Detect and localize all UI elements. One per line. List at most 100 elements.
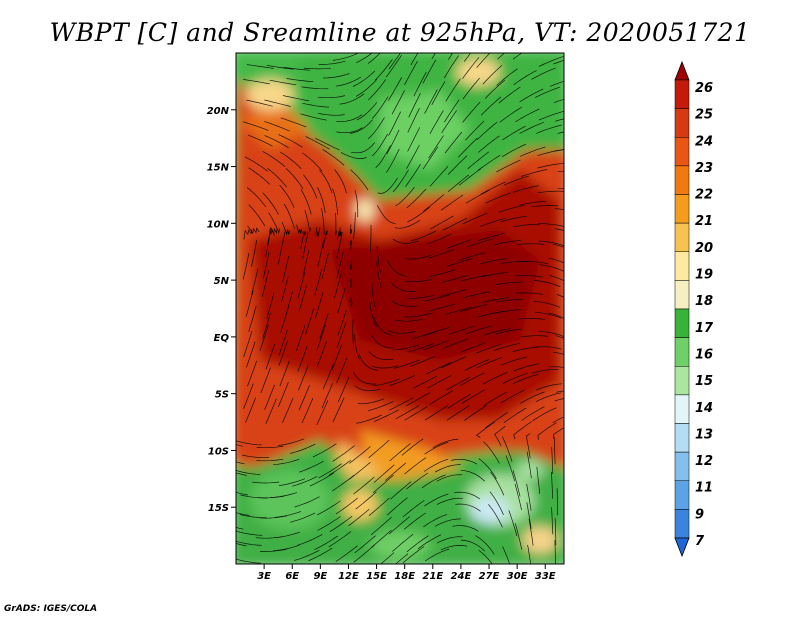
streamline <box>262 192 279 215</box>
streamline <box>246 64 274 69</box>
streamline <box>262 151 286 167</box>
streamline <box>265 230 272 258</box>
streamline <box>519 200 547 206</box>
x-tick-label: 24E <box>451 571 472 582</box>
streamline <box>278 438 305 446</box>
streamline <box>521 169 548 177</box>
streamline <box>322 230 328 249</box>
streamline <box>494 309 522 314</box>
streamline <box>413 71 427 97</box>
streamline <box>303 67 331 70</box>
streamline <box>283 66 311 71</box>
streamline <box>297 346 308 372</box>
streamline <box>239 514 267 519</box>
streamline <box>371 282 377 310</box>
streamline <box>251 268 259 295</box>
streamline <box>314 268 323 296</box>
streamline <box>429 269 456 277</box>
colorbar-label: 21 <box>695 214 713 229</box>
streamline <box>286 78 314 83</box>
streamline <box>519 146 546 157</box>
streamline <box>260 515 288 519</box>
streamline <box>278 478 306 486</box>
streamline <box>309 472 334 487</box>
streamline <box>274 511 301 518</box>
streamline <box>493 342 521 351</box>
streamline <box>480 217 506 227</box>
streamline <box>423 458 449 472</box>
streamline <box>350 169 369 191</box>
colorbar-label: 11 <box>695 481 713 496</box>
streamline <box>404 457 427 475</box>
streamline <box>498 204 525 213</box>
colorbar-label: 23 <box>695 161 713 176</box>
streamline <box>538 110 564 121</box>
streamline <box>500 215 528 223</box>
streamline <box>502 546 511 564</box>
streamline <box>353 372 377 385</box>
streamline <box>395 186 415 207</box>
colorbar-label: 17 <box>695 321 714 336</box>
streamline <box>446 258 473 267</box>
streamline <box>317 240 325 267</box>
streamline <box>454 491 480 500</box>
streamline <box>392 238 419 244</box>
streamline <box>465 120 485 141</box>
streamline <box>481 271 508 278</box>
streamline <box>351 142 375 154</box>
streamline <box>444 131 463 154</box>
streamline <box>390 282 416 292</box>
streamline <box>242 253 250 280</box>
colorbar-top-arrow <box>674 60 690 81</box>
colorbar-swatch <box>674 308 690 338</box>
streamline <box>305 308 315 335</box>
streamline <box>279 184 295 208</box>
streamline <box>391 300 418 307</box>
streamline <box>480 181 506 195</box>
streamline <box>551 471 554 499</box>
streamline <box>279 360 290 387</box>
streamline <box>465 189 490 204</box>
colorbar-label: 18 <box>695 294 713 309</box>
streamline <box>464 358 490 371</box>
streamline <box>245 290 254 317</box>
streamline <box>296 325 306 352</box>
streamline <box>373 378 400 386</box>
streamline <box>555 390 564 393</box>
streamline <box>512 53 523 60</box>
streamline <box>553 99 564 104</box>
streamline <box>494 425 506 447</box>
streamline <box>385 54 402 78</box>
streamline <box>535 383 563 391</box>
streamline <box>484 328 511 336</box>
streamline <box>478 458 497 480</box>
streamline <box>404 61 418 86</box>
streamline <box>450 458 478 465</box>
streamline <box>458 252 485 261</box>
streamline <box>431 81 446 105</box>
colorbar-swatch <box>674 337 690 367</box>
streamline <box>496 68 518 86</box>
streamline <box>244 156 268 172</box>
streamline <box>440 289 467 297</box>
streamline <box>388 53 401 70</box>
streamline <box>513 70 537 85</box>
streamline <box>317 516 341 531</box>
streamline <box>335 497 359 515</box>
streamline <box>356 53 373 64</box>
colorbar-swatch <box>674 165 690 195</box>
streamline <box>548 257 564 264</box>
streamline <box>515 275 543 278</box>
streamline <box>485 192 511 204</box>
streamline <box>236 491 249 496</box>
colorbar-label: 22 <box>695 188 713 203</box>
streamline <box>322 73 350 79</box>
streamline <box>519 121 545 134</box>
streamline <box>536 124 562 134</box>
x-tick-label: 33E <box>535 571 556 582</box>
streamline <box>425 548 450 562</box>
streamline <box>339 93 365 105</box>
streamline <box>478 550 493 564</box>
streamline <box>434 518 461 527</box>
